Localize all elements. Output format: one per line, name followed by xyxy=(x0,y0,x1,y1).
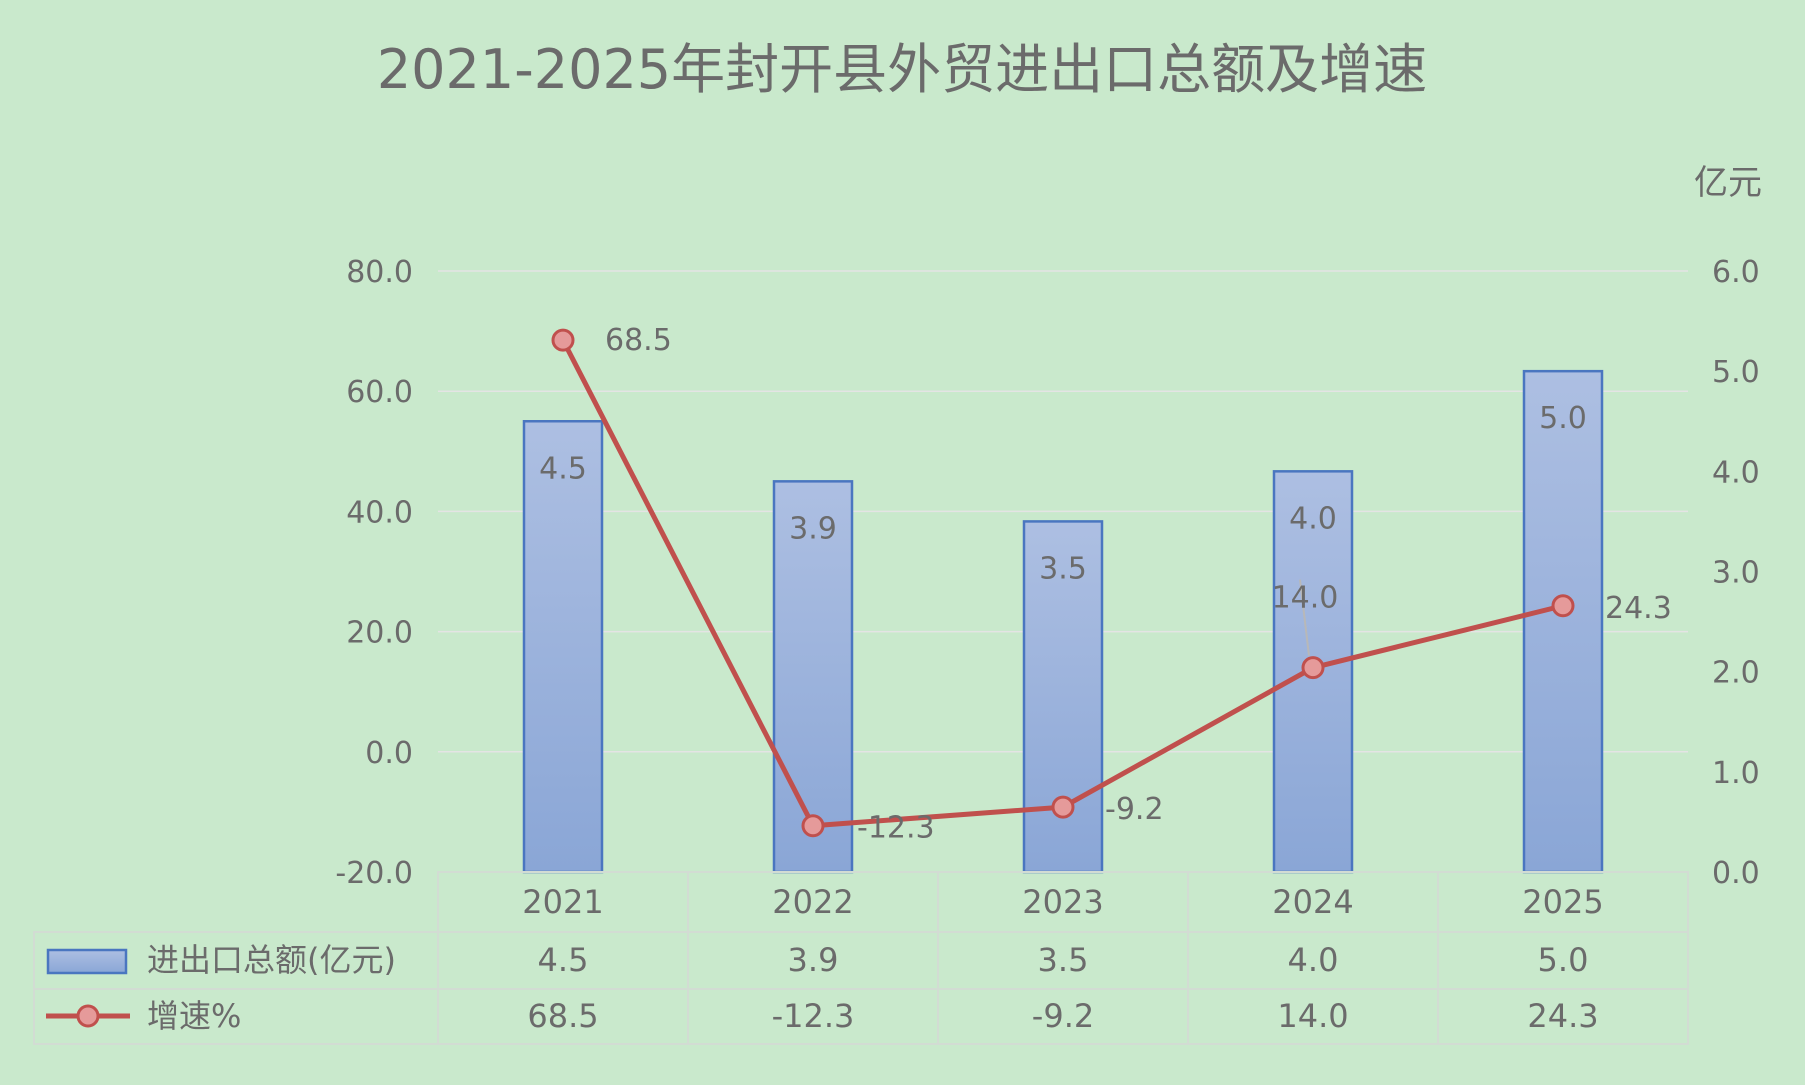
table-cell-amount: 4.0 xyxy=(1288,941,1339,979)
category-label: 2024 xyxy=(1272,883,1353,921)
left-tick-label: 20.0 xyxy=(346,616,413,651)
table-cell-amount: 5.0 xyxy=(1538,941,1589,979)
bar-label-2023: 3.5 xyxy=(1039,551,1087,586)
right-axis-unit: 亿元 xyxy=(1694,163,1762,203)
right-tick-label: 3.0 xyxy=(1712,556,1760,591)
table-cell-amount: 3.5 xyxy=(1038,941,1089,979)
line-point-2022 xyxy=(801,814,825,838)
line-label-2023: -9.2 xyxy=(1105,792,1164,827)
left-axis: 80.0 60.0 40.0 20.0 0.0 -20.0 xyxy=(335,255,413,891)
left-tick-label: 80.0 xyxy=(346,255,413,290)
bar-label-2025: 5.0 xyxy=(1539,401,1587,436)
table-cell-growth: 24.3 xyxy=(1527,997,1598,1035)
right-tick-label: 6.0 xyxy=(1712,255,1760,290)
bar-2025 xyxy=(1522,369,1604,874)
legend-bar-label: 进出口总额(亿元) xyxy=(147,941,396,979)
category-label: 2022 xyxy=(772,883,853,921)
bar-series: 4.5 3.9 3.5 4.0 5.0 xyxy=(522,369,1604,874)
line-label-2024: 14.0 xyxy=(1272,581,1339,616)
category-label: 2023 xyxy=(1022,883,1103,921)
left-tick-label: 0.0 xyxy=(365,736,413,771)
legend-line-marker xyxy=(76,1004,100,1028)
left-tick-label: 60.0 xyxy=(346,375,413,410)
category-label: 2025 xyxy=(1522,883,1603,921)
legend-bar-swatch xyxy=(46,948,128,975)
bar-2021 xyxy=(522,420,604,874)
line-point-2021 xyxy=(551,328,575,352)
line-point-2023 xyxy=(1051,795,1075,819)
category-label: 2021 xyxy=(522,883,603,921)
right-tick-label: 0.0 xyxy=(1712,856,1760,891)
bar-label-2021: 4.5 xyxy=(539,451,587,486)
table-cell-amount: 3.9 xyxy=(788,941,839,979)
table-cell-amount: 4.5 xyxy=(538,941,589,979)
right-tick-label: 4.0 xyxy=(1712,455,1760,490)
line-label-2025: 24.3 xyxy=(1605,591,1672,626)
legend-line-label: 增速% xyxy=(147,997,241,1035)
table-cell-growth: 14.0 xyxy=(1277,997,1348,1035)
data-table: 2021 2022 2023 2024 2025 4.5 3.9 3.5 4.0 5.0 68.5 -… xyxy=(33,871,1689,1045)
right-tick-label: 5.0 xyxy=(1712,355,1760,390)
line-point-2025 xyxy=(1551,594,1575,618)
right-axis: 6.0 5.0 4.0 3.0 2.0 1.0 0.0 xyxy=(1712,255,1760,891)
table-cell-growth: -12.3 xyxy=(772,997,855,1035)
left-tick-label: 40.0 xyxy=(346,495,413,530)
bar-label-2022: 3.9 xyxy=(789,511,837,546)
line-series: 68.5 -12.3 -9.2 14.0 24.3 xyxy=(551,323,1672,846)
chart-title: 2021-2025年封开县外贸进出口总额及增速 xyxy=(377,38,1427,101)
line-label-2021: 68.5 xyxy=(605,323,672,358)
table-cell-growth: 68.5 xyxy=(527,997,598,1035)
line-point-2024 xyxy=(1301,656,1325,680)
left-tick-label: -20.0 xyxy=(335,856,413,891)
label-leader-2024 xyxy=(1299,579,1310,656)
right-tick-label: 2.0 xyxy=(1712,656,1760,691)
table-border xyxy=(437,871,1689,1045)
bar-label-2024: 4.0 xyxy=(1289,501,1337,536)
line-label-2022: -12.3 xyxy=(857,811,935,846)
table-cell-growth: -9.2 xyxy=(1032,997,1094,1035)
right-tick-label: 1.0 xyxy=(1712,756,1760,791)
